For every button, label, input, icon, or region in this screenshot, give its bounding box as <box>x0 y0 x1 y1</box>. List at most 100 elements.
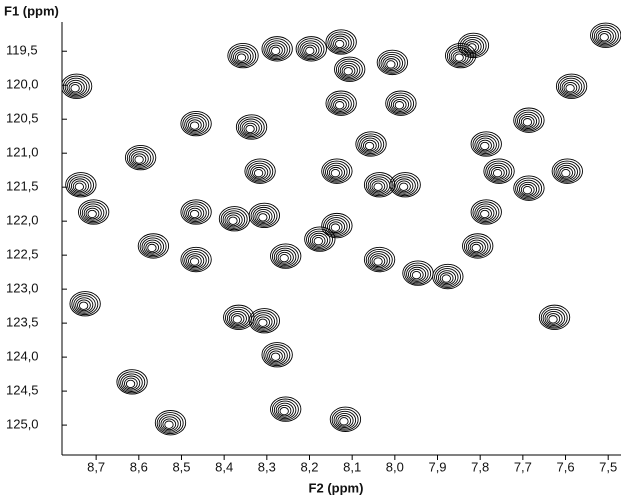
contour-ring <box>132 153 147 166</box>
contour-ring <box>328 221 343 234</box>
y-tick-label: 125,0 <box>6 417 39 432</box>
contour-ring <box>404 262 432 285</box>
contour-ring <box>467 239 486 255</box>
contour-ring <box>87 209 97 219</box>
contour-ring <box>376 49 409 76</box>
contour-ring <box>474 135 497 155</box>
x-tick-label: 7,7 <box>514 459 532 474</box>
contour-ring <box>394 101 405 110</box>
contour-ring <box>261 342 293 368</box>
contour-ring <box>120 373 143 392</box>
contour-ring <box>81 203 105 223</box>
contour-ring <box>515 109 543 132</box>
contour-ring <box>304 226 336 252</box>
contour-ring <box>339 62 358 78</box>
contour-ring <box>491 166 505 179</box>
contour-ring <box>258 318 268 327</box>
contour-ring <box>236 53 247 62</box>
contour-ring <box>397 180 411 193</box>
contour-ring <box>180 246 212 273</box>
contour-ring <box>470 199 502 225</box>
y-tick-label: 119,5 <box>6 43 38 58</box>
contour-ring <box>67 174 95 197</box>
x-tick-label: 7,5 <box>599 459 617 474</box>
contour-ring <box>561 79 580 95</box>
contour-ring <box>369 253 388 269</box>
contour-ring <box>365 249 393 271</box>
x-tick-label: 7,6 <box>556 459 574 474</box>
contour-ring <box>472 133 500 156</box>
contour-ring <box>385 90 417 116</box>
contour-ring <box>64 77 88 97</box>
contour-ring <box>371 180 386 193</box>
contour-ring <box>69 291 101 317</box>
contour-ring <box>333 37 347 50</box>
contour-ring <box>595 28 614 44</box>
contour-ring <box>378 51 406 74</box>
contour-ring <box>331 35 350 51</box>
contour-ring <box>391 174 419 197</box>
contour-ring <box>261 36 293 62</box>
contour-ring <box>245 124 255 134</box>
contour-ring <box>359 135 382 155</box>
contour-ring <box>130 151 149 167</box>
contour-ring <box>555 162 578 182</box>
contour-ring <box>295 36 327 62</box>
contour-ring <box>164 420 174 429</box>
contour-ring <box>546 313 561 325</box>
contour-ring <box>551 158 583 184</box>
y-tick-label: 122,5 <box>6 247 39 262</box>
contour-ring <box>461 36 485 56</box>
contour-ring <box>476 137 495 153</box>
contour-ring <box>248 202 281 229</box>
contour-ring <box>162 418 177 431</box>
contour-ring <box>189 209 200 219</box>
contour-ring <box>250 204 278 227</box>
contour-ring <box>156 412 184 435</box>
contour-ring <box>158 414 182 433</box>
contour-ring <box>329 94 352 114</box>
y-tick-label: 120,0 <box>6 77 39 92</box>
contour-ring <box>390 96 410 112</box>
contour-ring <box>463 39 482 55</box>
contour-ring <box>538 304 571 330</box>
contour-ring <box>555 73 588 99</box>
contour-ring <box>321 212 353 239</box>
contour-ring <box>517 111 540 131</box>
contour-ring <box>65 172 97 198</box>
contour-ring <box>337 60 361 80</box>
contour-ring <box>68 81 83 94</box>
contour-ring <box>134 155 144 164</box>
contour-ring <box>239 118 263 138</box>
contour-ring <box>270 243 302 269</box>
contour-ring <box>471 243 481 253</box>
contour-ring <box>297 38 325 61</box>
contour-ring <box>328 166 343 179</box>
contour-ring <box>271 352 281 361</box>
contour-ring <box>71 293 99 316</box>
contour-ring <box>520 183 535 196</box>
contour-ring <box>389 94 412 114</box>
contour-ring <box>406 264 429 284</box>
contour-ring <box>409 268 424 281</box>
contour-ring <box>553 160 581 183</box>
contour-ring <box>357 133 385 156</box>
contour-ring <box>452 51 467 64</box>
contour-ring <box>62 75 90 98</box>
contour-ring <box>520 115 535 128</box>
contour-ring <box>392 98 407 111</box>
contour-ring <box>226 214 241 227</box>
contour-ring <box>279 406 289 416</box>
contour-ring <box>326 164 346 180</box>
contour-ring <box>277 251 292 264</box>
contour-ring <box>563 81 578 94</box>
contour-ring <box>323 215 351 237</box>
contour-ring <box>478 139 492 152</box>
contour-ring <box>303 44 317 57</box>
contour-ring <box>437 270 456 286</box>
contour-ring <box>557 164 576 180</box>
contour-ring <box>248 308 281 334</box>
x-tick-label: 8,5 <box>172 459 190 474</box>
contour-ring <box>373 257 383 266</box>
contour-ring <box>363 172 396 198</box>
